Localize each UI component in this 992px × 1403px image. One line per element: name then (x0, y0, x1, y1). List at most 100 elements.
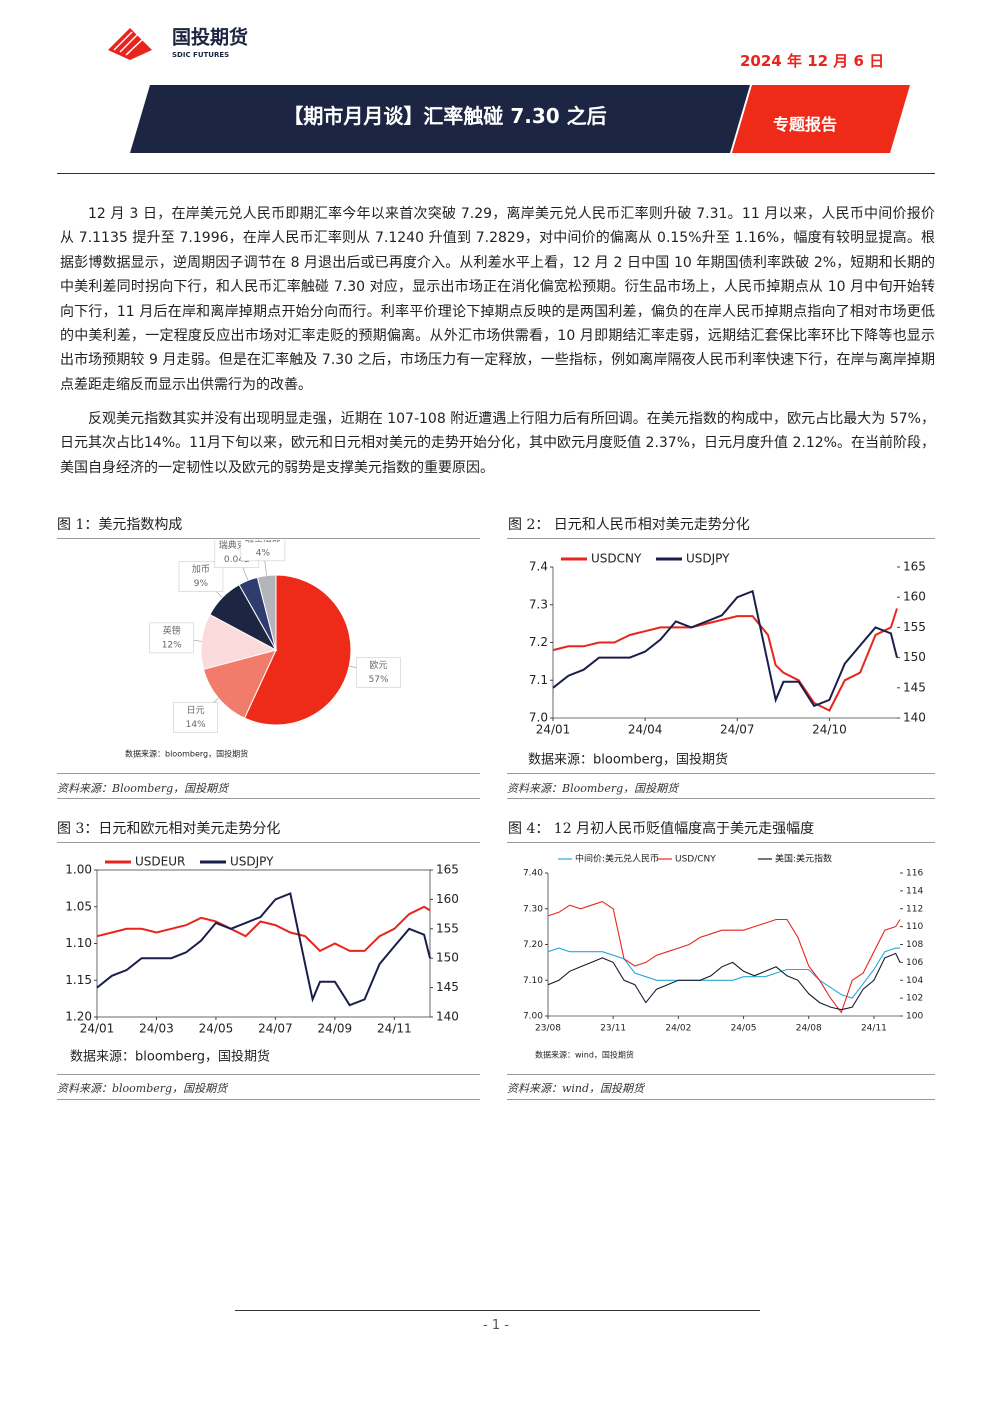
y2-tick-label: 140 (436, 1010, 459, 1024)
y-tick-label: 1.05 (65, 899, 92, 913)
figure-caption: 图 2： 日元和人民币相对美元走势分化 (508, 517, 750, 533)
y2-tick-label: 145 (903, 680, 926, 694)
slice-label: 瑞典克朗 (219, 540, 255, 551)
y2-tick-label: 140 (903, 711, 926, 725)
x-tick-label: 24/02 (665, 1024, 691, 1034)
x-tick-label: 24/09 (318, 1022, 353, 1036)
chart-note: 数据来源：bloomberg，国投期货 (70, 1049, 270, 1065)
series-line (96, 905, 431, 953)
y-tick-label: 7.40 (523, 869, 543, 879)
report-title: 【期市月月谈】汇率触碰 7.30 之后 (283, 104, 607, 128)
x-tick-label: 24/04 (628, 723, 663, 737)
slice-label: 加币 (192, 564, 210, 575)
y-tick-label: 7.3 (529, 597, 548, 611)
y-tick-label: 7.1 (529, 673, 548, 687)
x-tick-label: 24/08 (796, 1024, 822, 1034)
series-line (547, 947, 900, 999)
x-tick-label: 24/05 (199, 1022, 234, 1036)
logo: 国投期货 SDIC FUTURES (108, 26, 248, 60)
slice-value: 0.042 (224, 555, 250, 565)
y-tick-label: 7.20 (523, 940, 543, 950)
chart: 1.00 1.05 1.10 1.15 1.20 140 145 150 155 160 165 24… (65, 855, 459, 1065)
series-line (96, 892, 431, 1007)
y2-tick-label: 100 (906, 1012, 923, 1022)
figure-caption: 图 1：美元指数构成 (57, 517, 183, 533)
label-box (173, 702, 218, 733)
rule (507, 1099, 935, 1100)
series-line (552, 589, 898, 708)
rule (507, 798, 935, 799)
slice-label: 欧元 (370, 659, 388, 671)
x-tick-label: 24/03 (139, 1022, 174, 1036)
series-line (547, 952, 901, 1011)
page-number: - 1 - (483, 1318, 509, 1333)
rule (57, 773, 480, 774)
y2-tick-label: 110 (906, 922, 923, 932)
figure-source: 资料来源：Bloomberg，国投期货 (57, 782, 229, 795)
figure-source: 资料来源：Bloomberg，国投期货 (507, 782, 679, 795)
y2-tick-label: 160 (903, 590, 926, 604)
y-tick-label: 7.10 (523, 976, 543, 986)
y-tick-label: 7.4 (529, 560, 548, 574)
slice-value: 9% (194, 579, 209, 589)
x-tick-label: 23/08 (535, 1024, 561, 1034)
footer-rule (235, 1310, 760, 1311)
y2-tick-label: 150 (903, 650, 926, 664)
y-tick-label: 1.00 (65, 863, 92, 877)
chart: 7.0 7.1 7.2 7.3 7.4 140 145 150 155 160 165 24/01 24… (528, 552, 926, 768)
slice-label: 日元 (187, 705, 205, 716)
banner (130, 85, 910, 153)
report-tag: 专题报告 (772, 115, 837, 134)
x-tick-label: 24/01 (536, 723, 571, 737)
x-tick-label: 24/11 (377, 1022, 412, 1036)
rule (57, 842, 480, 843)
y-tick-label: 1.10 (65, 936, 92, 950)
y2-tick-label: 165 (903, 560, 926, 574)
slice-label: 英镑 (163, 624, 181, 636)
figure-source: 资料来源：bloomberg，国投期货 (57, 1082, 228, 1095)
y-tick-label: 1.20 (65, 1010, 92, 1024)
x-tick-label: 24/01 (80, 1022, 115, 1036)
y-tick-label: 1.15 (65, 973, 92, 987)
x-tick-label: 24/07 (258, 1022, 293, 1036)
slice-value: 14% (186, 720, 206, 730)
rule (507, 842, 935, 843)
label-box (240, 540, 286, 562)
report-date: 2024 年 12 月 6 日 (740, 52, 885, 70)
figure-caption: 图 3：日元和欧元相对美元走势分化 (57, 821, 281, 837)
logo-mark (108, 28, 152, 60)
y2-tick-label: 155 (436, 921, 459, 935)
chart-note: 数据来源：bloomberg，国投期货 (125, 749, 248, 759)
legend-label: 美国:美元指数 (775, 853, 832, 865)
rule (507, 1074, 935, 1075)
y2-tick-label: 106 (906, 958, 923, 968)
rule (57, 1099, 480, 1100)
figure-source: 资料来源：wind，国投期货 (507, 1082, 645, 1095)
legend-label: USDJPY (686, 552, 730, 566)
chart-note: 数据来源：bloomberg，国投期货 (528, 752, 728, 768)
header-rule (57, 173, 935, 174)
logo-en: SDIC FUTURES (172, 51, 229, 59)
x-tick-label: 24/11 (861, 1024, 887, 1034)
slice-value: 4% (256, 548, 271, 558)
y-tick-label: 7.0 (529, 711, 548, 725)
plot-frame (96, 869, 431, 1018)
y2-tick-label: 112 (906, 904, 923, 914)
figure-caption: 图 4： 12 月初人民币贬值幅度高于美元走强幅度 (508, 821, 815, 837)
x-tick-label: 24/07 (720, 723, 755, 737)
legend-label: USDEUR (135, 855, 185, 869)
rule (57, 538, 480, 539)
chart-note: 数据来源：wind，国投期货 (535, 1050, 634, 1060)
rule (507, 538, 935, 539)
label-box (149, 622, 195, 654)
logo-text: 国投期货 (172, 26, 248, 49)
series-line (552, 608, 898, 712)
legend-label: USDJPY (230, 855, 274, 869)
legend-label: USD/CNY (675, 855, 716, 865)
slice-label: 瑞士法郎 (245, 540, 281, 544)
series-line (547, 900, 901, 1014)
y2-tick-label: 102 (906, 994, 923, 1004)
y-tick-label: 7.2 (529, 635, 548, 649)
y-tick-label: 7.30 (523, 904, 543, 914)
